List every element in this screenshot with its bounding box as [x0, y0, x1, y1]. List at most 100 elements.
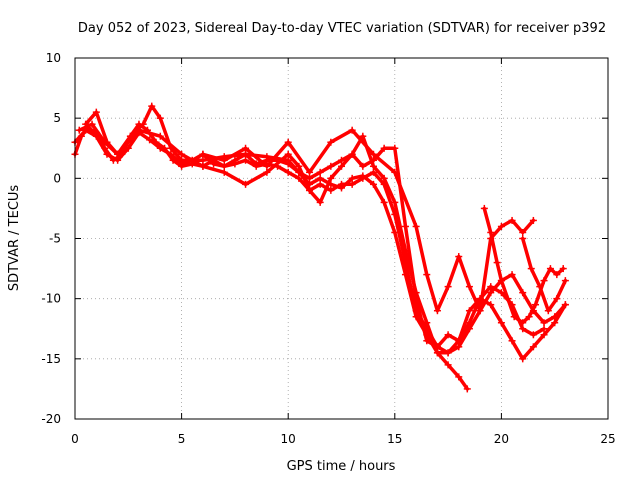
x-axis-title: GPS time / hours	[287, 459, 396, 474]
series-trace-6	[480, 204, 567, 327]
data-point	[529, 331, 537, 339]
data-point	[306, 174, 314, 182]
data-point	[433, 349, 441, 357]
data-point	[487, 301, 495, 309]
data-point	[527, 265, 535, 273]
data-point	[465, 283, 473, 291]
data-point	[546, 265, 554, 273]
y-tick-label: 10	[46, 51, 61, 65]
data-point	[92, 108, 100, 116]
data-point	[423, 271, 431, 279]
data-point	[540, 325, 548, 333]
data-point	[242, 150, 250, 158]
data-point	[510, 313, 518, 321]
x-tick-label: 5	[178, 432, 186, 446]
data-point	[316, 180, 324, 188]
data-point	[444, 361, 452, 369]
data-point	[252, 160, 260, 168]
data-point	[124, 144, 132, 152]
data-point	[348, 174, 356, 182]
data-point	[306, 168, 314, 176]
data-point	[525, 313, 533, 321]
data-point	[284, 138, 292, 146]
series-trace-5	[199, 126, 537, 315]
data-point	[412, 222, 420, 230]
data-point	[359, 162, 367, 170]
chart-title: Day 052 of 2023, Sidereal Day-to-day VTE…	[78, 21, 606, 36]
data-point	[139, 120, 147, 128]
series-trace-7	[519, 235, 569, 315]
data-point	[263, 162, 271, 170]
data-point	[544, 307, 552, 315]
data-point	[553, 271, 561, 279]
data-point	[316, 198, 324, 206]
axes-ticks: 0 5 10 15 20 25 -20 -15 -10 -5 0 5 10	[41, 51, 615, 446]
data-point	[391, 168, 399, 176]
data-point	[338, 156, 345, 164]
data-point	[561, 277, 569, 285]
data-point	[220, 162, 228, 170]
data-point	[327, 186, 335, 194]
data-point	[529, 216, 537, 224]
data-point	[480, 204, 488, 212]
data-point	[519, 325, 527, 333]
data-point	[504, 295, 512, 303]
data-point	[497, 277, 505, 285]
data-point	[444, 349, 452, 357]
data-point	[519, 289, 527, 297]
data-point	[263, 153, 271, 161]
data-point	[465, 319, 473, 327]
series-trace-2	[71, 126, 548, 357]
data-series-group	[71, 102, 569, 393]
x-tick-label: 15	[387, 432, 402, 446]
data-point	[284, 150, 292, 158]
data-point	[444, 331, 452, 339]
data-point	[178, 156, 186, 164]
y-tick-label: -5	[49, 232, 61, 246]
data-point	[135, 126, 143, 134]
data-point	[103, 138, 111, 146]
data-point	[497, 289, 505, 297]
data-point	[455, 337, 463, 345]
data-point	[327, 162, 335, 170]
data-point	[359, 132, 367, 140]
y-tick-label: -10	[41, 292, 61, 306]
data-point	[338, 162, 345, 170]
data-point	[156, 132, 164, 140]
data-point	[401, 271, 409, 279]
data-point	[359, 172, 367, 180]
data-point	[231, 156, 239, 164]
y-tick-label: -15	[41, 352, 61, 366]
y-tick-label: -20	[41, 412, 61, 426]
data-point	[82, 120, 90, 128]
series-line	[201, 128, 536, 313]
data-point	[156, 114, 164, 122]
data-point	[306, 186, 314, 194]
data-point	[508, 216, 516, 224]
data-point	[369, 162, 377, 170]
data-point	[327, 138, 335, 146]
data-point	[508, 271, 516, 279]
series-line	[520, 236, 568, 313]
data-point	[242, 156, 250, 164]
data-point	[220, 156, 228, 164]
data-point	[284, 156, 292, 164]
data-point	[540, 319, 548, 327]
data-point	[455, 253, 463, 261]
series-trace-4	[82, 108, 471, 393]
data-point	[88, 120, 96, 128]
data-point	[433, 307, 441, 315]
data-point	[103, 150, 111, 158]
data-point	[295, 162, 303, 170]
data-point	[476, 307, 484, 315]
data-point	[380, 174, 388, 182]
data-point	[529, 343, 537, 351]
data-point	[295, 174, 303, 182]
data-point	[497, 222, 505, 230]
data-point	[561, 301, 569, 309]
data-point	[284, 168, 292, 176]
data-point	[519, 355, 527, 363]
data-point	[532, 301, 540, 309]
x-tick-label: 10	[281, 432, 296, 446]
data-point	[338, 184, 345, 192]
